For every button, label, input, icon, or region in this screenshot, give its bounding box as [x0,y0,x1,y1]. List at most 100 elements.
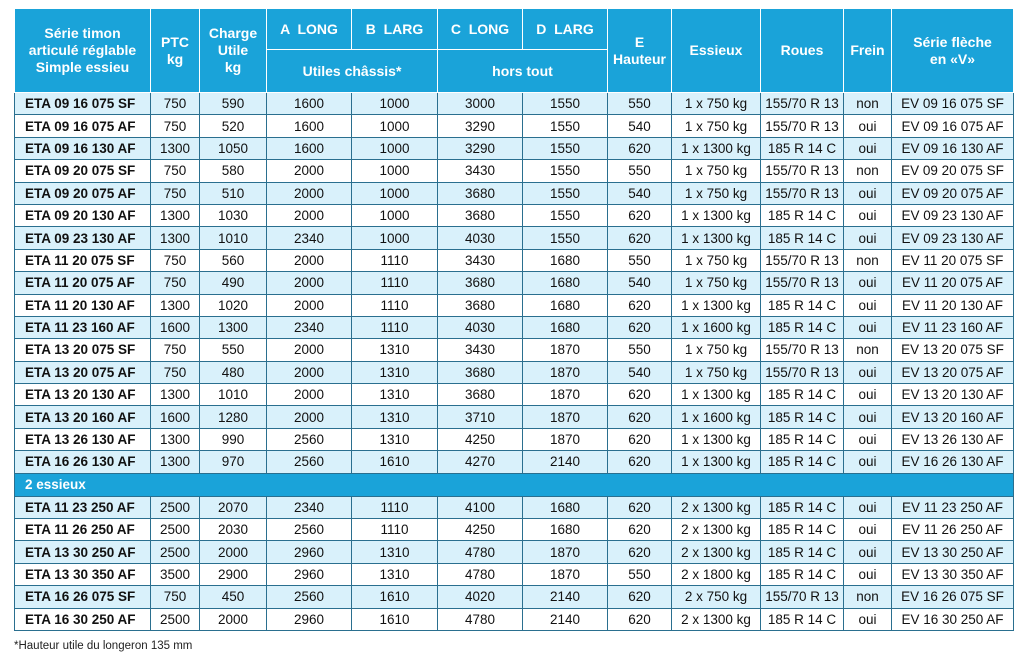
cell-ptc: 750 [150,159,200,183]
header-c-long: C LONG [437,8,523,50]
cell-b-larg: 1310 [351,383,438,407]
cell-serie-fleche: EV 16 26 075 SF [891,585,1014,609]
cell-frein: oui [843,540,892,564]
cell-hauteur: 620 [607,427,672,452]
cell-serie: ETA 09 16 075 SF [14,91,151,116]
cell-serie: ETA 16 26 130 AF [14,450,151,474]
cell-serie-fleche: EV 09 16 075 SF [891,91,1014,116]
cell-b-larg: 1310 [351,540,438,564]
cell-serie: ETA 11 20 130 AF [14,293,151,317]
cell-serie-fleche: EV 09 16 075 AF [891,114,1014,138]
cell-frein: oui [843,226,892,250]
cell-charge-utile: 1010 [199,226,267,250]
cell-frein: oui [843,203,892,228]
cell-d-larg: 1550 [522,159,608,183]
cell-serie-fleche: EV 11 23 160 AF [891,315,1014,340]
cell-ptc: 1300 [150,383,200,407]
cell-c-long: 4780 [437,562,523,587]
cell-ptc: 2500 [150,607,200,631]
cell-b-larg: 1000 [351,114,438,138]
cell-essieux: 1 x 750 kg [671,91,761,116]
table-body: ETA 09 16 075 SF 750 590 1600 1000 3000 1550 55… [14,91,1014,631]
cell-b-larg: 1310 [351,405,438,429]
cell-c-long: 3430 [437,159,523,183]
cell-b-larg: 1110 [351,495,438,520]
cell-ptc: 750 [150,271,200,295]
cell-frein: non [843,248,892,273]
cell-a-long: 2000 [266,405,352,429]
cell-serie: ETA 13 20 160 AF [14,405,151,429]
cell-charge-utile: 990 [199,427,267,452]
cell-d-larg: 1550 [522,203,608,228]
cell-serie-fleche: EV 11 20 130 AF [891,293,1014,317]
cell-a-long: 2560 [266,427,352,452]
cell-d-larg: 1870 [522,427,608,452]
table-header: Série timon articulé réglable Simple essie… [14,8,1014,93]
cell-roues: 185 R 14 C [760,405,844,429]
table-row: ETA 11 20 075 AF 750 490 2000 1110 3680 1680 54… [14,271,1014,295]
cell-charge-utile: 550 [199,338,267,362]
cell-essieux: 1 x 750 kg [671,159,761,183]
table-row: ETA 11 23 250 AF 2500 2070 2340 1110 4100 1680… [14,495,1014,520]
cell-b-larg: 1610 [351,450,438,474]
cell-a-long: 2000 [266,181,352,205]
cell-charge-utile: 1300 [199,315,267,340]
cell-frein: non [843,585,892,609]
table-row: ETA 16 30 250 AF 2500 2000 2960 1610 4780 2140… [14,607,1014,631]
cell-hauteur: 620 [607,585,672,609]
cell-charge-utile: 2000 [199,607,267,631]
cell-a-long: 2000 [266,338,352,362]
cell-charge-utile: 590 [199,91,267,116]
cell-roues: 185 R 14 C [760,293,844,317]
cell-ptc: 1300 [150,450,200,474]
cell-c-long: 4030 [437,226,523,250]
cell-a-long: 2560 [266,518,352,542]
cell-a-long: 2000 [266,203,352,228]
cell-roues: 185 R 14 C [760,607,844,631]
header-serie-timon: Série timon articulé réglable Simple essie… [14,8,151,93]
cell-serie: ETA 09 20 075 AF [14,181,151,205]
table-row: ETA 16 26 130 AF 1300 970 2560 1610 4270 2140 6… [14,450,1014,474]
cell-hauteur: 620 [607,136,672,161]
cell-charge-utile: 510 [199,181,267,205]
cell-a-long: 2000 [266,383,352,407]
cell-frein: oui [843,114,892,138]
cell-b-larg: 1310 [351,360,438,385]
table-row: ETA 09 20 075 SF 750 580 2000 1000 3430 1550 55… [14,159,1014,183]
cell-charge-utile: 490 [199,271,267,295]
cell-a-long: 2340 [266,495,352,520]
cell-frein: oui [843,383,892,407]
cell-charge-utile: 520 [199,114,267,138]
cell-essieux: 2 x 1300 kg [671,607,761,631]
cell-roues: 155/70 R 13 [760,91,844,116]
cell-frein: oui [843,360,892,385]
cell-roues: 155/70 R 13 [760,248,844,273]
cell-serie: ETA 13 26 130 AF [14,427,151,452]
cell-c-long: 3290 [437,114,523,138]
cell-serie: ETA 16 26 075 SF [14,585,151,609]
cell-hauteur: 540 [607,271,672,295]
cell-a-long: 2000 [266,293,352,317]
cell-frein: oui [843,136,892,161]
table-row: ETA 13 30 350 AF 3500 2900 2960 1310 4780 1870… [14,562,1014,587]
cell-serie: ETA 13 30 250 AF [14,540,151,564]
cell-a-long: 2960 [266,540,352,564]
cell-serie: ETA 11 20 075 SF [14,248,151,273]
cell-roues: 155/70 R 13 [760,181,844,205]
cell-c-long: 3680 [437,293,523,317]
header-b-larg: B LARG [351,8,438,50]
cell-essieux: 1 x 1300 kg [671,383,761,407]
cell-b-larg: 1310 [351,427,438,452]
cell-d-larg: 1550 [522,114,608,138]
cell-c-long: 3430 [437,248,523,273]
cell-serie: ETA 09 20 130 AF [14,203,151,228]
cell-serie-fleche: EV 13 20 075 AF [891,360,1014,385]
cell-roues: 155/70 R 13 [760,159,844,183]
section-row-2-essieux: 2 essieux [14,472,1014,497]
cell-charge-utile: 580 [199,159,267,183]
cell-ptc: 2500 [150,495,200,520]
cell-b-larg: 1110 [351,518,438,542]
cell-essieux: 1 x 1300 kg [671,203,761,228]
header-utiles-chassis: Utiles châssis* [266,49,438,93]
cell-b-larg: 1110 [351,248,438,273]
